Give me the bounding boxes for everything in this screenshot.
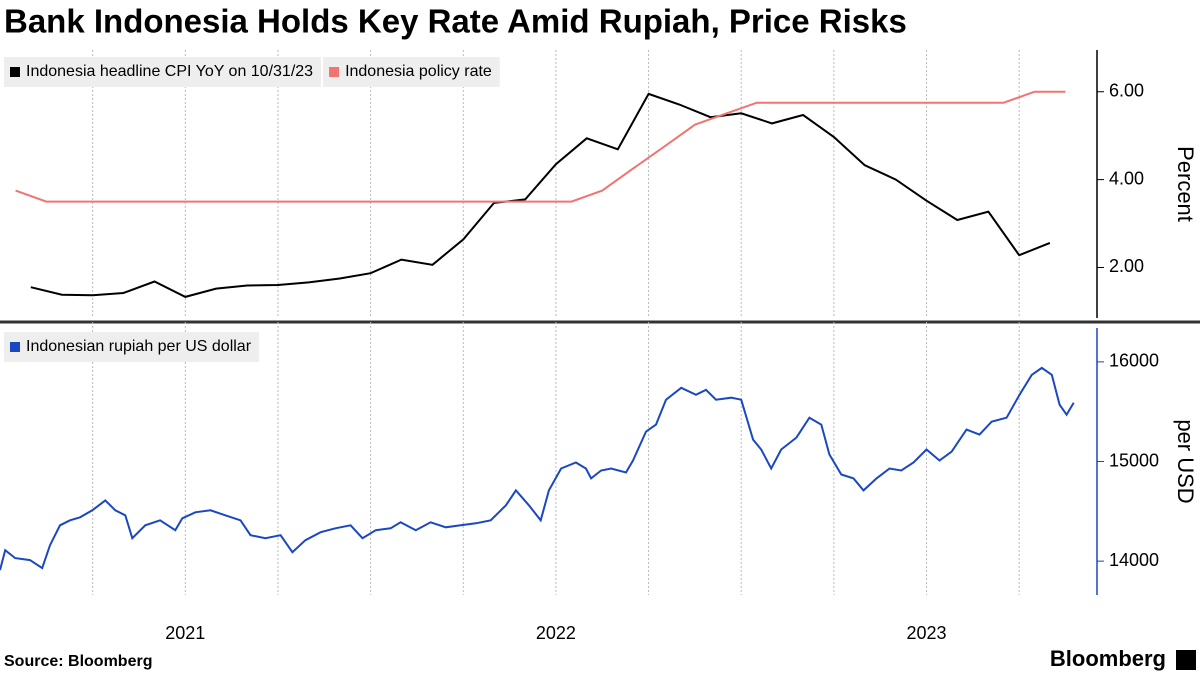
- y-tick-label: 4.00: [1109, 168, 1144, 188]
- legend-label: Indonesia policy rate: [345, 63, 492, 80]
- brand: Bloomberg: [1050, 646, 1166, 671]
- legend-label: Indonesian rupiah per US dollar: [26, 338, 252, 355]
- y-tick-label: 6.00: [1109, 80, 1144, 100]
- legend-box: [4, 332, 260, 362]
- y-tick-label: 15000: [1109, 450, 1159, 470]
- y-tick-label: 14000: [1109, 550, 1159, 570]
- series-line: [0, 366, 1075, 571]
- x-tick-label: 2022: [536, 623, 576, 643]
- legend-swatch: [10, 67, 20, 77]
- series-line: [30, 92, 1051, 298]
- y-axis-label: Percent: [1173, 146, 1198, 222]
- brand-icon: [1176, 650, 1196, 670]
- y-tick-label: 16000: [1109, 351, 1159, 371]
- y-tick-label: 2.00: [1109, 256, 1144, 276]
- source: Source: Bloomberg: [4, 653, 152, 670]
- legend-swatch: [329, 67, 340, 77]
- legend-box: [323, 57, 500, 87]
- chart-title: Bank Indonesia Holds Key Rate Amid Rupia…: [4, 3, 907, 40]
- legend-label: Indonesia headline CPI YoY on 10/31/23: [26, 63, 313, 80]
- legend-swatch: [10, 342, 20, 352]
- y-axis-label: per USD: [1173, 419, 1198, 503]
- x-tick-label: 2021: [165, 623, 205, 643]
- legend-box: [4, 57, 322, 87]
- x-tick-label: 2023: [906, 623, 946, 643]
- series-line: [15, 90, 1066, 203]
